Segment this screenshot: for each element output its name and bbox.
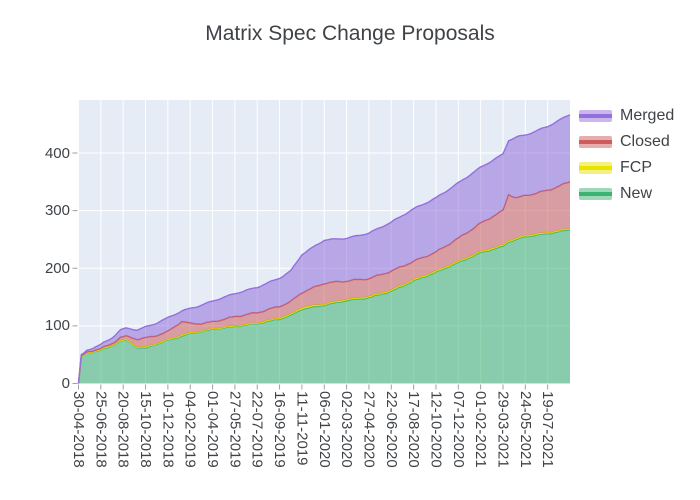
- legend-swatch-icon: [579, 188, 612, 200]
- y-tick-label: 100: [44, 317, 70, 335]
- legend-swatch-icon: [579, 136, 612, 148]
- x-tick-label: 10-12-2018: [159, 390, 177, 468]
- legend-swatch-icon: [579, 162, 612, 174]
- x-tick-label: 16-09-2019: [271, 390, 289, 468]
- y-tick-label: 0: [61, 375, 70, 392]
- x-tick-label: 11-11-2019: [293, 390, 311, 466]
- legend-line-icon: [579, 140, 612, 144]
- legend-item-fcp[interactable]: FCP: [579, 158, 674, 178]
- legend-item-merged[interactable]: Merged: [579, 106, 674, 126]
- x-tick-label: 24-05-2021: [516, 390, 534, 468]
- x-tick-label: 27-05-2019: [226, 390, 244, 468]
- legend-line-icon: [579, 192, 612, 196]
- x-tick-label: 01-02-2021: [472, 390, 490, 468]
- legend-item-new[interactable]: New: [579, 184, 674, 204]
- legend-label: FCP: [620, 159, 652, 176]
- x-tick-label: 20-08-2018: [114, 390, 132, 468]
- area-band-fcp: [78, 228, 570, 384]
- legend: Merged Closed FCP New: [579, 106, 674, 210]
- x-tick-label: 12-10-2020: [427, 390, 445, 468]
- legend-swatch-icon: [579, 110, 612, 122]
- legend-label: Merged: [620, 107, 675, 124]
- y-tick-label: 200: [44, 259, 70, 277]
- area-band-closed: [78, 181, 570, 384]
- x-tick-label: 06-01-2020: [315, 390, 333, 468]
- x-tick-label: 07-12-2020: [449, 390, 467, 468]
- legend-label: Closed: [620, 133, 670, 150]
- y-tick-label: 300: [44, 202, 70, 220]
- legend-item-closed[interactable]: Closed: [579, 132, 674, 152]
- x-tick-label: 17-08-2020: [405, 390, 423, 468]
- x-tick-label: 01-04-2019: [204, 390, 222, 468]
- x-tick-label: 19-07-2021: [539, 390, 557, 468]
- legend-line-icon: [579, 166, 612, 170]
- x-tick-label: 15-10-2018: [137, 390, 155, 468]
- area-line-merged: [77, 114, 571, 384]
- legend-label: New: [620, 185, 653, 202]
- chart-title: Matrix Spec Change Proposals: [205, 22, 495, 45]
- x-tick-label: 25-06-2018: [92, 390, 110, 468]
- x-tick-label: 30-04-2018: [70, 390, 87, 468]
- x-tick-label: 02-03-2020: [338, 390, 356, 468]
- legend-line-icon: [579, 114, 612, 118]
- x-tick-label: 22-07-2019: [248, 390, 266, 468]
- x-tick-label: 27-04-2020: [360, 390, 378, 468]
- x-tick-label: 04-02-2019: [181, 390, 199, 468]
- y-tick-label: 400: [44, 144, 70, 162]
- x-tick-label: 29-03-2021: [494, 390, 512, 468]
- area-band-merged: [78, 114, 570, 384]
- x-tick-label: 22-06-2020: [382, 390, 400, 468]
